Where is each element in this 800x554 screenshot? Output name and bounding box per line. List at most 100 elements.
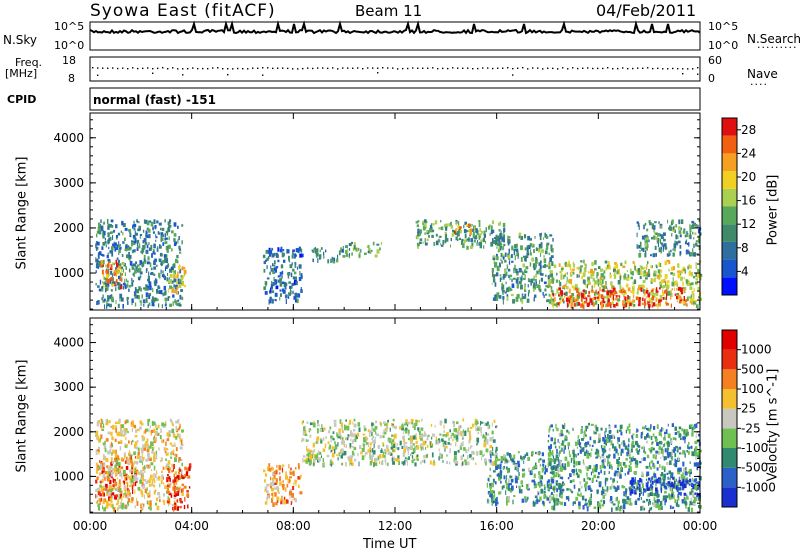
echo-cell	[143, 258, 146, 262]
echo-cell	[164, 451, 167, 454]
echo-cell	[511, 485, 514, 491]
echo-cell	[588, 465, 592, 469]
echo-cell	[596, 296, 599, 299]
echo-cell	[341, 430, 344, 433]
echo-cell	[654, 500, 657, 503]
echo-cell	[613, 274, 617, 279]
echo-cell	[285, 471, 287, 476]
echo-cell	[526, 252, 529, 256]
freq-dot	[132, 67, 134, 69]
echo-cell	[619, 462, 622, 467]
echo-cell	[121, 254, 124, 257]
echo-cell	[118, 418, 121, 424]
echo-cell	[534, 285, 537, 290]
echo-cell	[550, 478, 554, 483]
echo-cell	[584, 498, 587, 502]
echo-cell	[110, 492, 113, 498]
echo-cell	[607, 288, 609, 292]
echo-cell	[101, 285, 104, 289]
freq-dot	[442, 67, 444, 70]
echo-cell	[671, 451, 674, 456]
echo-cell	[527, 235, 530, 241]
echo-cell	[170, 494, 173, 498]
echo-cell	[155, 450, 158, 456]
echo-cell	[424, 433, 427, 437]
echo-cell	[416, 242, 420, 247]
echo-cell	[118, 263, 121, 267]
echo-cell	[293, 281, 296, 286]
echo-cell	[641, 446, 645, 450]
echo-cell	[132, 475, 134, 479]
echo-cell	[470, 223, 473, 228]
echo-cell	[558, 486, 562, 490]
echo-cell	[646, 271, 649, 276]
echo-cell	[599, 286, 601, 292]
echo-cell	[339, 435, 342, 440]
echo-cell	[651, 278, 654, 283]
echo-cell	[178, 426, 181, 429]
echo-cell	[606, 300, 609, 304]
echo-cell	[415, 436, 418, 441]
echo-cell	[612, 443, 614, 448]
echo-cell	[169, 268, 172, 273]
echo-cell	[535, 500, 537, 505]
echo-cell	[454, 458, 457, 464]
echo-cell	[277, 275, 281, 278]
echo-cell	[168, 476, 171, 480]
echo-cell	[533, 486, 536, 489]
echo-cell	[598, 503, 601, 508]
echo-cell	[575, 284, 578, 288]
echo-cell	[650, 446, 654, 451]
echo-cell	[98, 446, 101, 450]
echo-cell	[643, 224, 645, 230]
echo-cell	[266, 265, 268, 270]
echo-cell	[608, 437, 611, 443]
echo-cell	[693, 222, 696, 226]
echo-cell	[107, 295, 109, 300]
echo-cell	[496, 501, 499, 505]
echo-cell	[104, 477, 106, 480]
echo-cell	[106, 282, 110, 288]
echo-cell	[521, 298, 524, 304]
echo-cell	[371, 426, 374, 431]
echo-cell	[102, 259, 105, 265]
echo-cell	[598, 293, 601, 297]
echo-cell	[113, 507, 116, 513]
echo-cell	[590, 268, 593, 274]
echo-cell	[440, 226, 444, 231]
echo-cell	[464, 431, 467, 436]
echo-cell	[540, 277, 543, 282]
echo-cell	[569, 295, 572, 300]
echo-cell	[515, 278, 519, 284]
echo-cell	[657, 269, 661, 274]
echo-cell	[622, 440, 625, 444]
freq-dot	[202, 67, 204, 70]
echo-cell	[420, 446, 424, 450]
echo-cell	[121, 458, 125, 462]
echo-cell	[116, 471, 118, 476]
echo-cell	[592, 270, 595, 274]
freq-dot	[482, 67, 484, 69]
echo-cell	[492, 278, 496, 283]
freq-dot	[177, 68, 179, 70]
echo-cell	[639, 241, 642, 247]
echo-cell	[593, 464, 595, 469]
echo-cell	[491, 451, 494, 456]
echo-cell	[157, 246, 159, 249]
echo-cell	[106, 465, 109, 469]
echo-cell	[95, 501, 98, 504]
echo-cell	[139, 262, 142, 266]
echo-cell	[96, 476, 99, 480]
echo-cell	[321, 455, 322, 458]
echo-cell	[595, 281, 597, 284]
freq-dot	[197, 67, 199, 70]
echo-cell	[531, 469, 533, 473]
echo-cell	[632, 456, 634, 460]
echo-cell	[550, 255, 554, 259]
echo-cell	[167, 296, 170, 301]
echo-cell	[576, 301, 579, 307]
echo-cell	[631, 487, 633, 491]
echo-cell	[685, 432, 688, 437]
echo-cell	[124, 443, 126, 446]
